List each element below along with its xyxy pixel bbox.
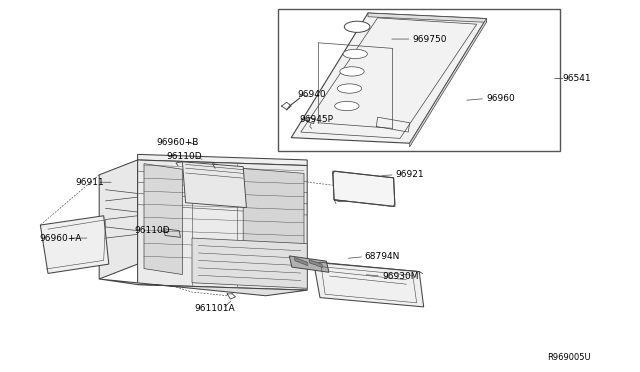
Text: 96911: 96911 <box>75 178 104 187</box>
Text: 961101A: 961101A <box>194 304 234 313</box>
Text: R969005U: R969005U <box>547 353 591 362</box>
Polygon shape <box>410 19 486 147</box>
Text: 96940: 96940 <box>298 90 326 99</box>
Polygon shape <box>314 262 424 307</box>
Polygon shape <box>368 13 486 22</box>
Text: 96930M: 96930M <box>382 272 419 280</box>
Ellipse shape <box>340 67 364 76</box>
Polygon shape <box>291 13 486 143</box>
Polygon shape <box>144 164 182 275</box>
Text: 96960: 96960 <box>486 94 515 103</box>
Text: 96110D: 96110D <box>166 153 202 161</box>
Polygon shape <box>333 171 395 206</box>
Polygon shape <box>192 238 307 288</box>
Text: 68794N: 68794N <box>365 252 400 261</box>
Polygon shape <box>182 162 246 208</box>
Polygon shape <box>294 257 308 266</box>
Text: 96541: 96541 <box>562 74 591 83</box>
Text: 969750: 969750 <box>413 35 447 44</box>
Polygon shape <box>99 160 138 279</box>
Text: 96960+A: 96960+A <box>40 234 82 243</box>
Polygon shape <box>309 260 323 267</box>
Polygon shape <box>138 160 307 290</box>
Polygon shape <box>40 216 109 273</box>
Ellipse shape <box>343 49 367 58</box>
Polygon shape <box>289 256 329 272</box>
Polygon shape <box>138 154 307 166</box>
Bar <box>278 9 560 151</box>
Text: 96945P: 96945P <box>300 115 333 124</box>
Text: 96110D: 96110D <box>134 226 170 235</box>
Text: 96921: 96921 <box>396 170 424 179</box>
Ellipse shape <box>337 84 362 93</box>
Polygon shape <box>243 169 304 288</box>
Ellipse shape <box>335 102 359 111</box>
Ellipse shape <box>344 21 370 32</box>
Text: 96960+B: 96960+B <box>157 138 199 147</box>
Polygon shape <box>99 279 307 296</box>
